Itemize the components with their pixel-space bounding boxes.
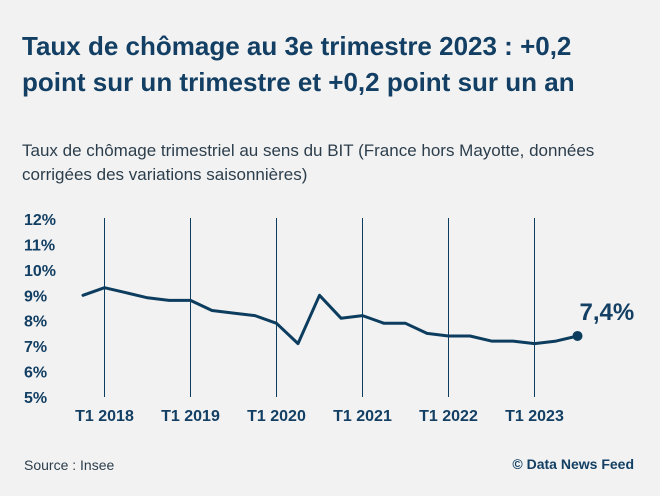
x-tick-label: T1 2019 [161,408,220,425]
x-tick-label: T1 2021 [333,408,392,425]
y-tick-label: 9% [24,288,47,305]
y-axis: 12% 11% 10% 9% 8% 7% 6% 5% [24,212,56,407]
last-value-label: 7,4% [580,299,635,326]
series-line-0 [81,286,579,346]
x-tick-label: T1 2023 [505,408,564,425]
series-group [81,286,583,346]
y-tick-label: 12% [24,212,56,229]
y-tick-label: 10% [24,263,56,280]
y-tick-label: 5% [24,390,47,407]
source-note: Source : Insee [24,457,115,473]
line-chart: 12% 11% 10% 9% 8% 7% 6% 5% T1 2018 T1 2019 T1 202… [24,212,635,425]
chart-title: Taux de chômage au 3e trimestre 2023 : +… [22,31,575,97]
x-tick-label: T1 2022 [419,408,478,425]
gridlines [104,218,535,397]
y-tick-label: 8% [24,314,47,331]
y-tick-label: 6% [24,365,47,382]
credit-note: © Data News Feed [512,456,634,472]
chart-subtitle: Taux de chômage trimestriel au sens du B… [22,141,595,184]
x-tick-label: T1 2020 [247,408,306,425]
end-point [572,330,583,341]
y-tick-label: 11% [24,237,55,254]
y-tick-label: 7% [24,339,47,356]
x-axis: T1 2018 T1 2019 T1 2020 T1 2021 T1 2022 T1 20… [75,408,564,425]
x-tick-label: T1 2018 [75,408,134,425]
